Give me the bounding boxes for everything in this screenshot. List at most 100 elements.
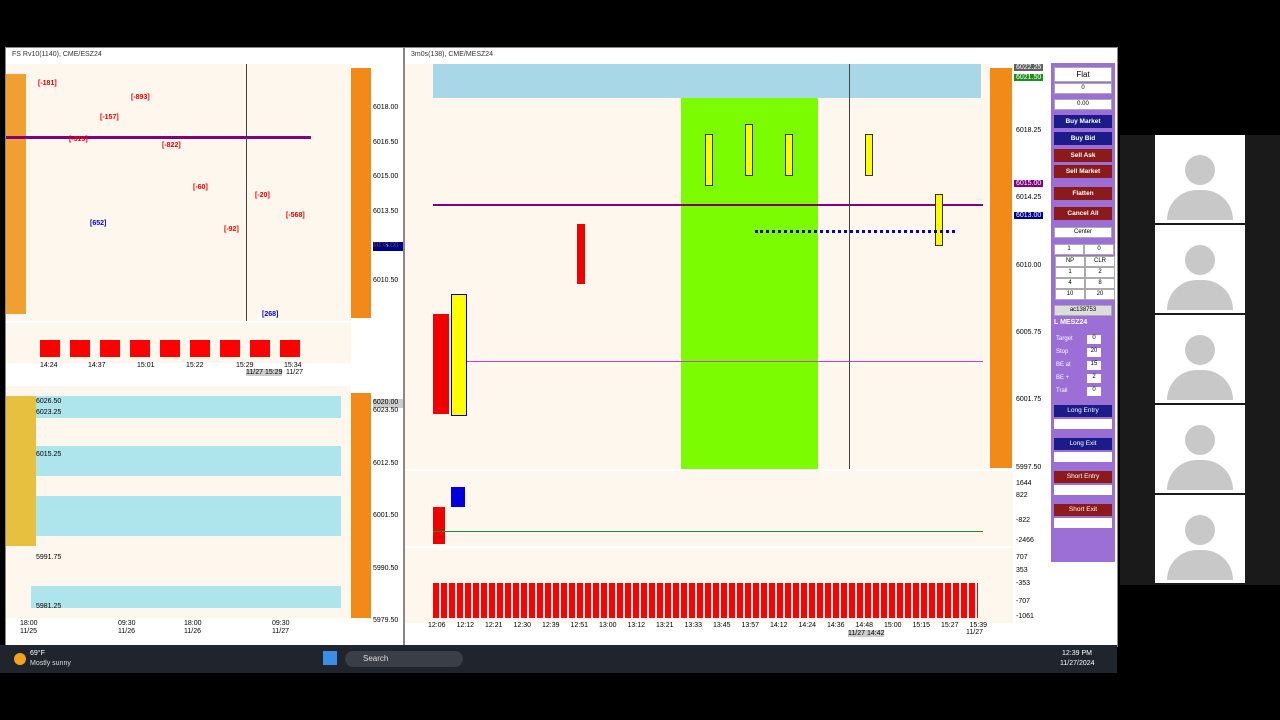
time-label: 13:00 xyxy=(599,622,617,629)
field-value[interactable]: 0 xyxy=(1087,335,1101,344)
profile-price: 6023.25 xyxy=(36,409,62,416)
time-label: 09:30 xyxy=(272,620,290,627)
delta-label: [-20] xyxy=(255,192,270,199)
time-label: 12:06 xyxy=(428,622,446,629)
volume-profile xyxy=(351,393,371,618)
price-label: 6016.50 xyxy=(373,138,399,146)
lower-current: 6020.00 xyxy=(373,399,403,408)
time-label: 14:36 xyxy=(827,622,845,629)
entry-select[interactable] xyxy=(1054,485,1112,495)
time-label: 09:30 xyxy=(118,620,136,627)
avatar xyxy=(1155,315,1245,403)
qty[interactable]: 1 xyxy=(1054,244,1084,255)
delta-box xyxy=(250,340,270,357)
delta-label: [-60] xyxy=(193,184,208,191)
indicator-2 xyxy=(405,548,1013,623)
time-label: 12:51 xyxy=(570,622,589,629)
time-label: 15:27 xyxy=(941,622,959,629)
qty-right[interactable]: 0 xyxy=(1084,244,1114,255)
order-button[interactable]: Sell Market xyxy=(1054,165,1112,178)
price-label: 5979.50 xyxy=(373,617,399,624)
order-button[interactable]: Cancel All xyxy=(1054,207,1112,220)
indicator-label: -353 xyxy=(1016,580,1031,587)
cursor-line xyxy=(246,64,247,321)
delta-label: [-519] xyxy=(69,136,88,143)
delta-box xyxy=(40,340,60,357)
qty-cell[interactable]: CLR xyxy=(1085,256,1115,267)
qty-cell[interactable]: 20 xyxy=(1085,289,1115,300)
delta-label: [268] xyxy=(262,311,279,318)
volume-profile xyxy=(351,68,371,318)
price-label: 5997.50 xyxy=(1016,463,1042,471)
time-label: 15:01 xyxy=(137,362,155,369)
entry-select[interactable] xyxy=(1054,452,1112,462)
qty-cell[interactable]: 10 xyxy=(1055,289,1085,300)
time-label: 15:22 xyxy=(186,362,204,369)
time-label: 12:39 xyxy=(542,622,560,629)
avatar xyxy=(1155,135,1245,223)
entry-select[interactable] xyxy=(1054,419,1112,429)
delta-box xyxy=(280,340,300,357)
time-label: 14:12 xyxy=(770,622,788,629)
date-label: 11/27 xyxy=(286,369,303,376)
account[interactable]: ac138753 xyxy=(1054,305,1112,316)
time-label: 14:24 xyxy=(40,362,58,369)
profile-price: 5991.75 xyxy=(36,554,62,561)
entry-button[interactable]: Long Entry xyxy=(1054,405,1112,417)
order-button[interactable]: Buy Market xyxy=(1054,115,1112,128)
qty-cell[interactable]: 1 xyxy=(1055,267,1085,278)
delta-label: [-568] xyxy=(286,212,305,219)
qty-cell[interactable]: 2 xyxy=(1085,267,1115,278)
qty-cell[interactable]: 8 xyxy=(1085,278,1115,289)
delta-box xyxy=(220,340,240,357)
delta-box xyxy=(130,340,150,357)
date-label: 11/26 xyxy=(184,628,201,635)
time-label: 12:12 xyxy=(456,622,475,629)
delta-label: [652] xyxy=(90,220,107,227)
time-axis xyxy=(6,366,403,378)
date-label: 11/25 xyxy=(20,628,37,635)
order-button[interactable]: Buy Bid xyxy=(1054,132,1112,145)
time-label: 14:48 xyxy=(855,622,874,629)
qty-cell[interactable]: 4 xyxy=(1055,278,1085,289)
qty-cell[interactable]: NP xyxy=(1055,256,1085,267)
position: 0 xyxy=(1054,83,1112,94)
delta-box xyxy=(160,340,180,357)
field-label: Target xyxy=(1056,336,1073,342)
cursor-time: 11/27 15:29 xyxy=(246,369,283,376)
price-highlight: 6021.50 xyxy=(1014,74,1044,81)
status: Flat xyxy=(1054,67,1112,82)
order-button[interactable]: Sell Ask xyxy=(1054,149,1112,162)
price-label: 6023.50 xyxy=(373,407,399,414)
volume-profile xyxy=(6,74,26,314)
field-value[interactable]: 15 xyxy=(1087,361,1101,370)
field-value[interactable]: 20 xyxy=(1087,348,1101,357)
entry-button[interactable]: Long Exit xyxy=(1054,438,1112,450)
delta-label: [-893] xyxy=(131,94,150,101)
delta-label: [-92] xyxy=(224,226,239,233)
indicator-label: -2466 xyxy=(1016,537,1034,544)
entry-button[interactable]: Short Exit xyxy=(1054,504,1112,516)
field-label: BE + xyxy=(1056,375,1070,381)
price-label: 6010.00 xyxy=(1016,261,1042,269)
weather: Mostly sunny xyxy=(30,660,71,667)
price-label: 6018.00 xyxy=(373,104,399,111)
avatar xyxy=(1155,225,1245,313)
price-label: 5990.50 xyxy=(373,564,399,572)
delta-box xyxy=(100,340,120,357)
field-label: BE at xyxy=(1056,362,1071,368)
field-value[interactable]: 0 xyxy=(1087,387,1101,396)
poc-line xyxy=(6,136,311,139)
time-label: 15:00 xyxy=(884,622,902,629)
search-box[interactable]: Search xyxy=(345,651,463,667)
order-button[interactable]: Flatten xyxy=(1054,187,1112,200)
field-value[interactable]: 2 xyxy=(1087,374,1101,383)
temperature: 69°F xyxy=(30,650,45,657)
right-window: 3m0s(138), CME/MESZ24 xyxy=(404,47,1118,647)
entry-button[interactable]: Short Entry xyxy=(1054,471,1112,483)
time-label: 13:57 xyxy=(741,622,760,629)
entry-select[interactable] xyxy=(1054,518,1112,528)
center-button[interactable]: Center xyxy=(1054,227,1112,238)
current-price: 6013.00 xyxy=(373,242,403,251)
